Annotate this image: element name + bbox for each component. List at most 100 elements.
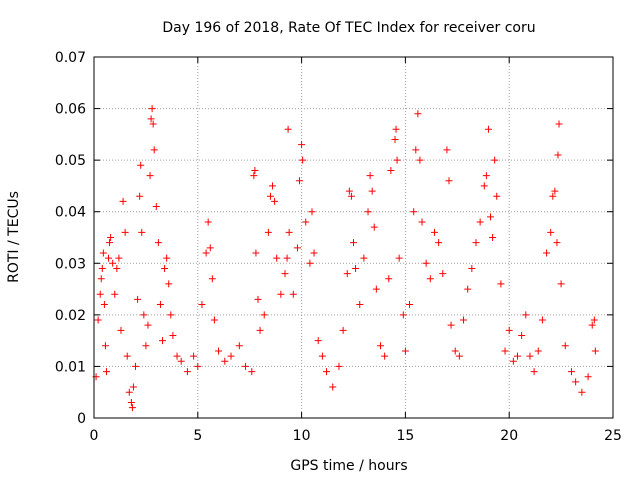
- data-point: [115, 254, 123, 262]
- data-point: [335, 362, 343, 370]
- data-point: [125, 388, 133, 396]
- x-tick-label: 5: [193, 428, 202, 444]
- data-point: [416, 156, 424, 164]
- data-point: [509, 357, 517, 365]
- data-point: [161, 264, 169, 272]
- data-point: [343, 270, 351, 278]
- data-point: [445, 177, 453, 185]
- x-tick-label: 15: [396, 428, 414, 444]
- data-point: [538, 316, 546, 324]
- data-point: [123, 352, 131, 360]
- data-point: [381, 352, 389, 360]
- y-tick-label: 0.03: [55, 256, 86, 272]
- data-point: [555, 120, 563, 128]
- data-point: [497, 280, 505, 288]
- data-point: [306, 259, 314, 267]
- y-tick-label: 0.04: [55, 205, 86, 221]
- grid-lines: [94, 57, 613, 418]
- plot-frame: [93, 56, 614, 419]
- data-point: [144, 321, 152, 329]
- data-point: [350, 239, 357, 247]
- y-tick-label: 0.05: [55, 153, 86, 169]
- data-point: [493, 192, 501, 200]
- data-point: [256, 326, 264, 334]
- data-point: [455, 352, 463, 360]
- data-point: [137, 161, 145, 169]
- data-point: [98, 264, 106, 272]
- x-tick-labels: 0 5 10 15 20 25: [90, 428, 622, 444]
- data-point: [148, 105, 156, 113]
- data-point: [299, 156, 307, 164]
- data-point: [194, 362, 202, 370]
- data-point: [159, 337, 167, 345]
- data-point: [281, 270, 289, 278]
- data-point: [250, 172, 258, 180]
- data-point: [543, 249, 551, 257]
- data-point: [277, 290, 285, 298]
- data-point: [251, 166, 259, 174]
- data-point: [554, 151, 562, 159]
- data-point: [401, 347, 409, 355]
- data-point: [561, 342, 569, 350]
- data-point: [302, 218, 310, 226]
- data-point: [293, 244, 301, 252]
- data-point: [138, 228, 146, 236]
- data-point: [208, 275, 216, 283]
- data-point: [154, 239, 162, 247]
- data-point: [94, 316, 102, 324]
- data-point: [487, 213, 495, 221]
- data-point: [395, 254, 403, 262]
- data-point: [443, 146, 451, 154]
- data-point: [105, 254, 113, 262]
- data-point: [422, 259, 430, 267]
- chart-title: Day 196 of 2018, Rate Of TEC Index for r…: [162, 20, 535, 36]
- data-point: [376, 342, 384, 350]
- data-point: [113, 264, 121, 272]
- data-point: [505, 326, 513, 334]
- data-point: [202, 249, 210, 257]
- data-point: [356, 301, 364, 309]
- data-point: [308, 208, 316, 216]
- data-point: [150, 146, 158, 154]
- data-point: [460, 316, 468, 324]
- data-point: [526, 352, 534, 360]
- data-point: [298, 141, 306, 149]
- data-point: [393, 156, 401, 164]
- data-point: [578, 388, 586, 396]
- data-point: [107, 234, 115, 241]
- data-point: [260, 311, 268, 319]
- data-point: [345, 187, 353, 195]
- data-point: [235, 342, 243, 350]
- data-point: [584, 373, 592, 381]
- data-point: [551, 187, 559, 195]
- data-point: [127, 399, 135, 407]
- data-point: [410, 208, 418, 216]
- data-point: [590, 316, 598, 324]
- data-point: [156, 301, 164, 309]
- data-point: [368, 187, 376, 195]
- data-point: [318, 352, 326, 360]
- data-point: [418, 218, 426, 226]
- data-point: [163, 254, 171, 262]
- data-point: [480, 182, 488, 190]
- data-point: [385, 275, 393, 283]
- data-point: [406, 301, 414, 309]
- data-point: [468, 264, 476, 272]
- data-point: [339, 326, 347, 334]
- y-tick-label: 0: [77, 411, 86, 427]
- data-point: [121, 228, 129, 236]
- data-point: [206, 244, 214, 252]
- data-point: [284, 125, 292, 133]
- data-point: [227, 352, 235, 360]
- data-point: [439, 270, 447, 278]
- y-tick-labels: 0 0.01 0.02 0.03 0.04 0.05 0.06 0.07: [55, 50, 86, 427]
- data-point: [534, 347, 542, 355]
- data-point: [183, 368, 191, 376]
- data-point: [111, 290, 119, 298]
- data-point: [370, 223, 378, 231]
- data-point: [96, 290, 104, 298]
- data-point: [489, 234, 497, 241]
- data-point: [106, 239, 114, 247]
- data-point: [134, 295, 142, 303]
